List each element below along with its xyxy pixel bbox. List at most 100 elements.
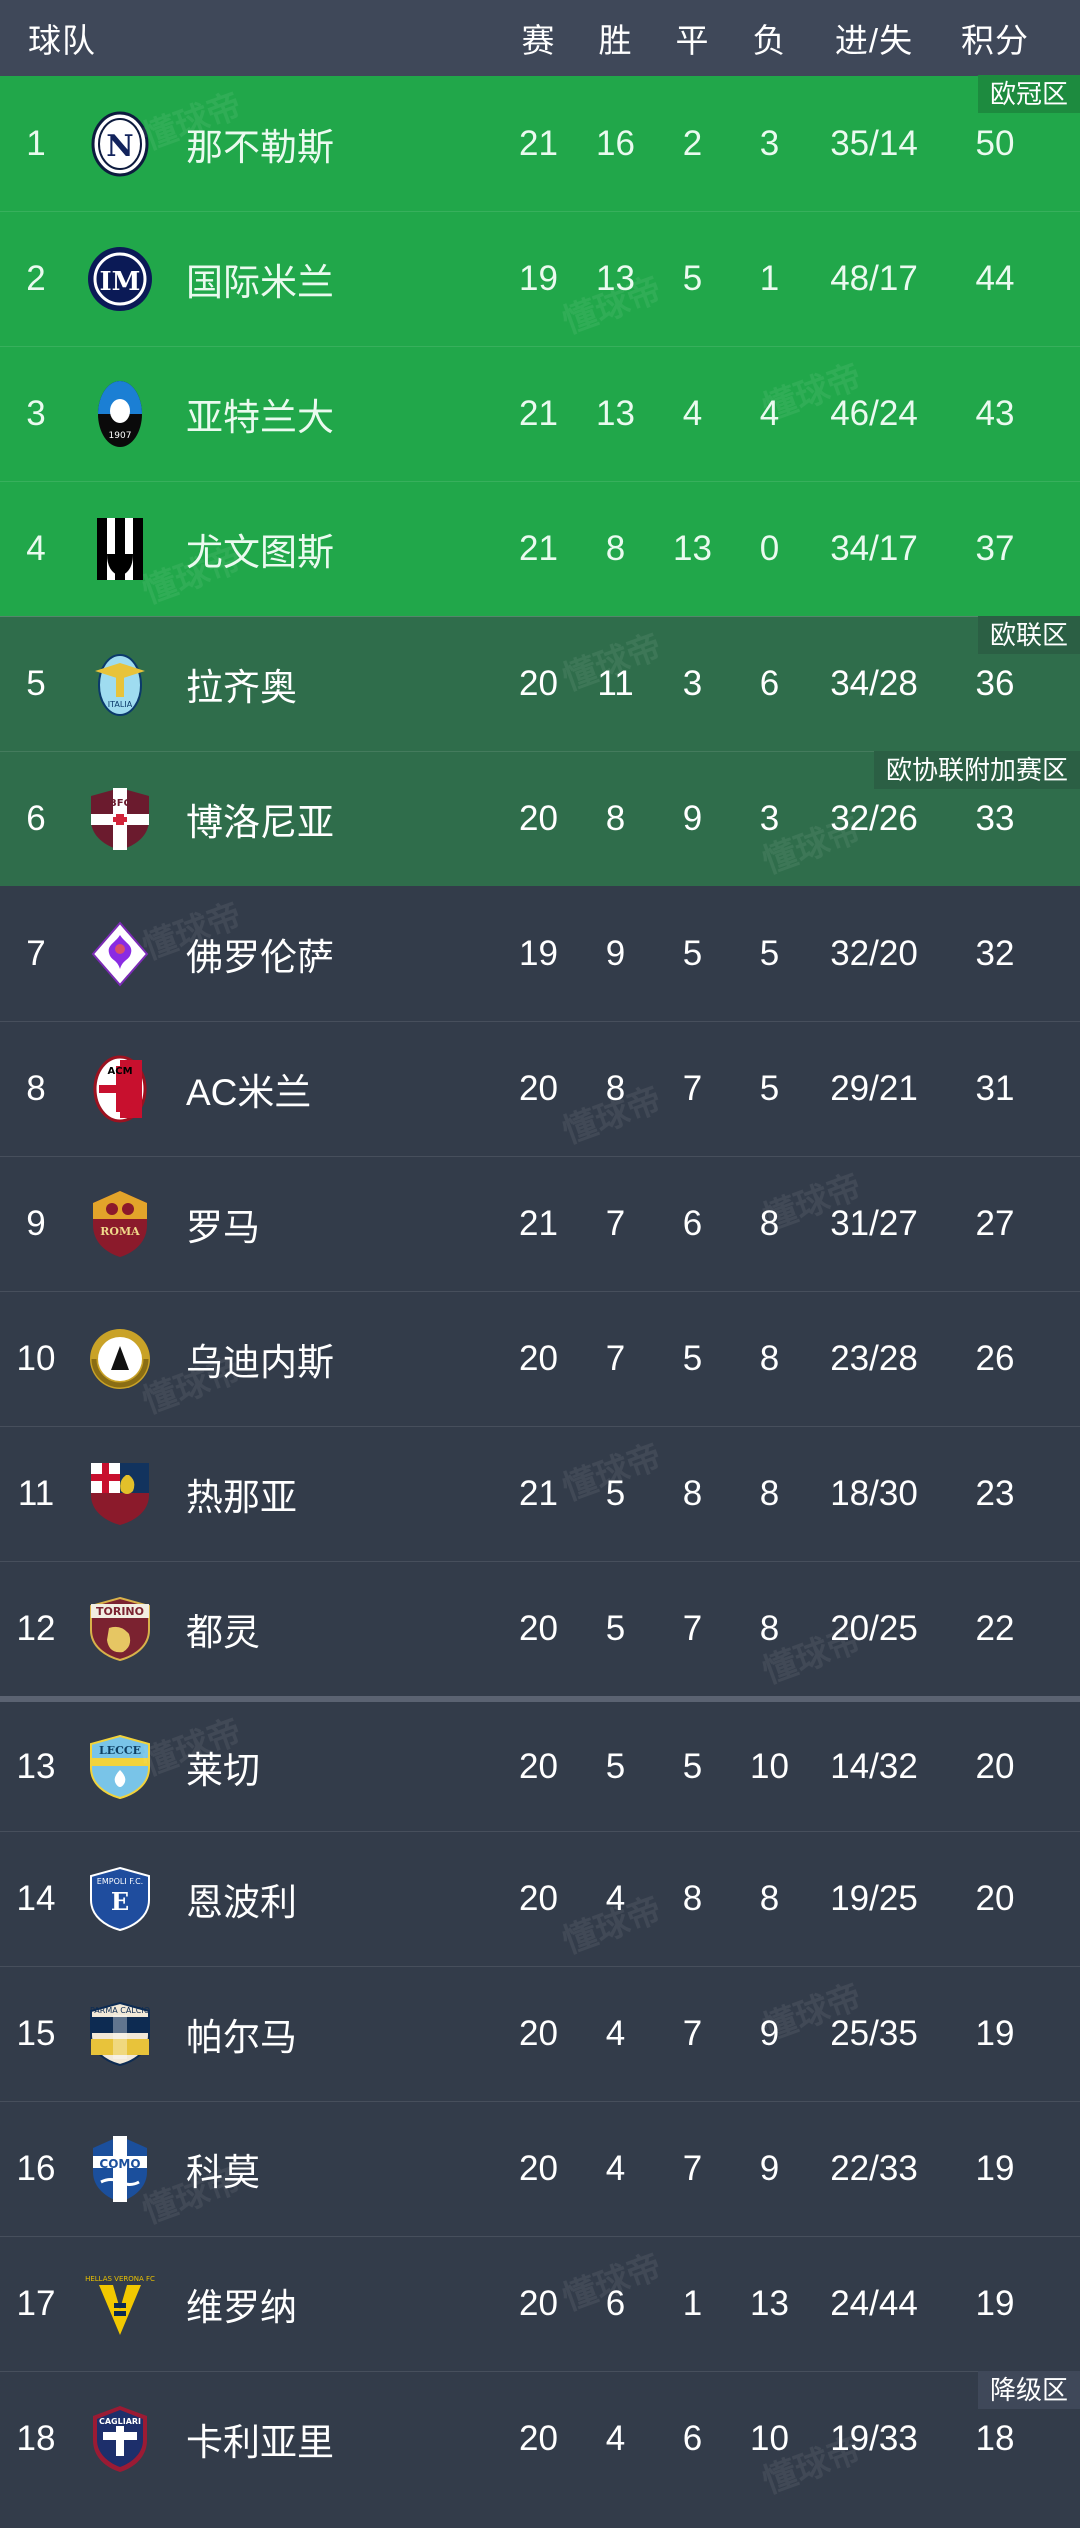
cell-won: 7 bbox=[605, 1204, 626, 1243]
parma-crest: PARMA CALCIO bbox=[72, 1999, 168, 2069]
acmilan-crest: ACM bbox=[72, 1054, 168, 1124]
roma-crest: ROMA bbox=[72, 1189, 168, 1259]
table-row[interactable]: 16 COMO 科莫 20 4 7 9 22/33 19 懂球帝 bbox=[0, 2101, 1080, 2236]
cell-drawn: 5 bbox=[682, 259, 703, 298]
cell-drawn: 4 bbox=[682, 394, 703, 433]
table-row[interactable]: 3 1907 亚特兰大 21 13 4 4 46/24 43 懂球帝 bbox=[0, 346, 1080, 481]
rank-number: 16 bbox=[16, 2149, 56, 2188]
cell-points: 33 bbox=[975, 799, 1015, 838]
team-name[interactable]: 那不勒斯 bbox=[186, 126, 334, 168]
svg-text:HELLAS VERONA FC: HELLAS VERONA FC bbox=[85, 2275, 155, 2283]
cell-goal-difference: 23/28 bbox=[830, 1339, 918, 1378]
table-row[interactable]: 4 尤文图斯 21 8 13 0 34/17 37 懂球帝 bbox=[0, 481, 1080, 616]
cell-points: 44 bbox=[975, 259, 1015, 298]
svg-text:COMO: COMO bbox=[99, 2157, 140, 2171]
cell-lost: 9 bbox=[759, 2014, 780, 2053]
cell-points: 43 bbox=[975, 394, 1015, 433]
verona-crest: HELLAS VERONA FC bbox=[72, 2269, 168, 2339]
svg-text:1907: 1907 bbox=[109, 431, 132, 441]
cell-played: 21 bbox=[519, 1474, 558, 1513]
table-row[interactable]: 10 乌迪内斯 20 7 5 8 23/28 26 懂球帝 bbox=[0, 1291, 1080, 1426]
lazio-crest: ITALIA bbox=[72, 649, 168, 719]
cell-drawn: 9 bbox=[682, 799, 703, 838]
team-name[interactable]: 佛罗伦萨 bbox=[186, 936, 334, 978]
table-row[interactable]: 降级区 18 CAGLIARI 卡利亚里 20 4 6 10 19/33 18 … bbox=[0, 2371, 1080, 2506]
rank-number: 9 bbox=[26, 1204, 46, 1243]
cell-goal-difference: 19/33 bbox=[830, 2419, 918, 2458]
column-header-points[interactable]: 积分 bbox=[961, 22, 1029, 59]
svg-text:IM: IM bbox=[100, 267, 141, 297]
column-header-played[interactable]: 赛 bbox=[521, 22, 556, 59]
zone-badge: 欧协联附加赛区 bbox=[873, 751, 1080, 789]
cell-points: 19 bbox=[975, 2014, 1015, 2053]
column-header-goal-difference[interactable]: 进/失 bbox=[834, 22, 914, 59]
table-row[interactable]: 11 热那亚 21 5 8 8 18/30 23 懂球帝 bbox=[0, 1426, 1080, 1561]
team-name[interactable]: 恩波利 bbox=[186, 1882, 297, 1923]
table-row[interactable]: 9 ROMA 罗马 21 7 6 8 31/27 27 懂球帝 bbox=[0, 1156, 1080, 1291]
table-row[interactable]: 7 佛罗伦萨 19 9 5 5 32/20 32 懂球帝 bbox=[0, 886, 1080, 1021]
team-name[interactable]: 都灵 bbox=[186, 1612, 260, 1653]
table-row[interactable]: 欧协联附加赛区 6 BFC 博洛尼亚 20 8 9 3 32/26 33 懂球帝 bbox=[0, 751, 1080, 886]
cell-goal-difference: 48/17 bbox=[830, 259, 918, 298]
cell-points: 23 bbox=[975, 1474, 1015, 1513]
cell-lost: 10 bbox=[750, 2419, 789, 2458]
table-row[interactable]: 14 EMPOLI F.C. E 恩波利 20 4 8 8 19/25 20 懂球… bbox=[0, 1831, 1080, 1966]
team-name[interactable]: 国际米兰 bbox=[186, 262, 334, 303]
cell-lost: 8 bbox=[759, 1609, 780, 1648]
team-name[interactable]: 亚特兰大 bbox=[186, 397, 334, 438]
cell-won: 4 bbox=[605, 2014, 626, 2053]
cell-played: 20 bbox=[519, 799, 558, 838]
cell-goal-difference: 14/32 bbox=[830, 1746, 918, 1786]
rank-number: 5 bbox=[26, 664, 46, 703]
svg-text:ROMA: ROMA bbox=[100, 1225, 140, 1238]
team-name[interactable]: AC米兰 bbox=[186, 1072, 312, 1113]
team-name[interactable]: 罗马 bbox=[186, 1207, 260, 1248]
column-header-lost[interactable]: 负 bbox=[752, 22, 787, 59]
cell-drawn: 5 bbox=[682, 1746, 703, 1786]
table-row[interactable]: 12 TORINO 都灵 20 5 7 8 20/25 22 懂球帝 bbox=[0, 1561, 1080, 1696]
team-name[interactable]: 博洛尼亚 bbox=[186, 802, 334, 843]
cell-played: 20 bbox=[519, 1069, 558, 1108]
table-row[interactable]: 2 IM 国际米兰 19 13 5 1 48/17 44 懂球帝 bbox=[0, 211, 1080, 346]
table-row[interactable]: 13 LECCE 莱切 20 5 5 10 14/32 20 懂球帝 bbox=[0, 1696, 1080, 1831]
svg-text:CAGLIARI: CAGLIARI bbox=[99, 2417, 141, 2426]
team-name[interactable]: 科莫 bbox=[186, 2152, 260, 2193]
team-name[interactable]: 莱切 bbox=[186, 1749, 260, 1791]
lecce-crest: LECCE bbox=[72, 1732, 168, 1802]
rank-number: 15 bbox=[16, 2014, 56, 2053]
team-name[interactable]: 帕尔马 bbox=[186, 2017, 297, 2058]
column-header-drawn[interactable]: 平 bbox=[675, 22, 710, 59]
team-name[interactable]: 尤文图斯 bbox=[186, 532, 334, 573]
standings-rows: 欧冠区 1 N 那不勒斯 21 16 2 3 35/14 50 懂球帝 2 IM… bbox=[0, 75, 1080, 2506]
column-header-team[interactable]: 球队 bbox=[28, 22, 96, 59]
cell-points: 36 bbox=[975, 664, 1015, 703]
cell-drawn: 6 bbox=[682, 2419, 703, 2458]
table-row[interactable]: 欧冠区 1 N 那不勒斯 21 16 2 3 35/14 50 懂球帝 bbox=[0, 75, 1080, 211]
cell-drawn: 1 bbox=[682, 2284, 703, 2323]
column-header-won[interactable]: 胜 bbox=[598, 22, 633, 59]
cell-played: 20 bbox=[519, 664, 558, 703]
rank-number: 2 bbox=[26, 259, 46, 298]
table-row[interactable]: 欧联区 5 ITALIA 拉齐奥 20 11 3 6 34/28 36 懂球帝 bbox=[0, 616, 1080, 751]
table-row[interactable]: 8 ACM AC米兰 20 8 7 5 29/21 31 懂球帝 bbox=[0, 1021, 1080, 1156]
team-name[interactable]: 卡利亚里 bbox=[186, 2422, 334, 2463]
team-name[interactable]: 乌迪内斯 bbox=[186, 1342, 334, 1383]
cell-won: 8 bbox=[605, 799, 626, 838]
team-name[interactable]: 维罗纳 bbox=[186, 2287, 297, 2328]
cell-goal-difference: 34/17 bbox=[830, 529, 918, 568]
cell-points: 20 bbox=[975, 1879, 1015, 1918]
cell-goal-difference: 35/14 bbox=[830, 123, 918, 163]
cell-drawn: 5 bbox=[682, 933, 703, 973]
svg-text:BFC: BFC bbox=[109, 798, 131, 809]
team-name[interactable]: 热那亚 bbox=[186, 1477, 297, 1518]
cell-lost: 0 bbox=[759, 529, 780, 568]
cell-played: 20 bbox=[519, 2284, 558, 2323]
cell-points: 19 bbox=[975, 2149, 1015, 2188]
rank-number: 7 bbox=[26, 933, 46, 973]
team-name[interactable]: 拉齐奥 bbox=[186, 667, 297, 708]
cell-won: 11 bbox=[597, 664, 634, 703]
table-row[interactable]: 17 HELLAS VERONA FC 维罗纳 20 6 1 13 24/44 … bbox=[0, 2236, 1080, 2371]
cell-drawn: 3 bbox=[682, 664, 703, 703]
cell-points: 22 bbox=[975, 1609, 1015, 1648]
table-row[interactable]: 15 PARMA CALCIO 帕尔马 20 4 7 9 25/35 19 懂球… bbox=[0, 1966, 1080, 2101]
